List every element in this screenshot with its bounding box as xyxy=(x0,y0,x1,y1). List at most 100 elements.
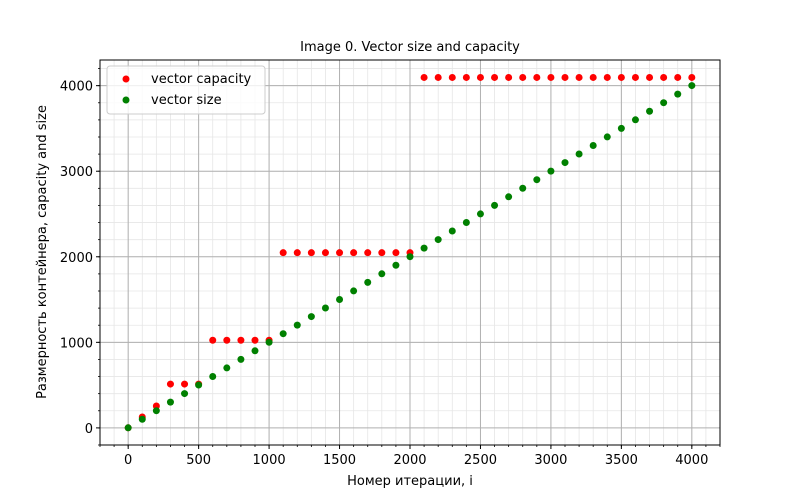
vector-size-point xyxy=(336,295,344,303)
vector-capacity-point xyxy=(519,73,527,81)
vector-capacity-point xyxy=(617,73,625,81)
x-tick-label: 0 xyxy=(124,453,132,468)
vector-size-point xyxy=(519,184,527,192)
vector-size-point xyxy=(434,236,442,244)
legend-marker-capacity xyxy=(122,75,130,83)
vector-size-point xyxy=(688,82,696,90)
vector-capacity-point xyxy=(688,73,696,81)
vector-size-point xyxy=(138,415,146,423)
vector-size-point xyxy=(448,227,456,235)
vector-size-point xyxy=(646,107,654,115)
vector-size-point xyxy=(251,347,259,355)
x-tick-label: 3500 xyxy=(605,453,638,468)
vector-capacity-point xyxy=(378,249,386,257)
vector-size-point xyxy=(617,124,625,132)
legend-marker-size xyxy=(122,96,130,104)
vector-capacity-point xyxy=(660,73,668,81)
vector-size-point xyxy=(364,278,372,286)
vector-size-point xyxy=(265,338,273,346)
vector-size-point xyxy=(237,355,245,363)
vector-size-point xyxy=(209,372,217,380)
vector-size-point xyxy=(476,210,484,218)
x-tick-label: 1000 xyxy=(253,453,286,468)
chart-title: Image 0. Vector size and capacity xyxy=(300,40,520,55)
data-points xyxy=(124,73,696,432)
vector-capacity-point xyxy=(631,73,639,81)
vector-capacity-point xyxy=(476,73,484,81)
vector-capacity-point xyxy=(674,73,682,81)
x-tick-label: 3000 xyxy=(534,453,567,468)
vector-size-point xyxy=(350,287,358,295)
vector-size-point xyxy=(603,133,611,141)
vector-size-point xyxy=(505,193,513,201)
x-tick-label: 500 xyxy=(186,453,211,468)
vector-capacity-point xyxy=(603,73,611,81)
vector-size-point xyxy=(195,381,203,389)
vector-size-point xyxy=(124,424,132,432)
vector-size-point xyxy=(181,390,189,398)
x-axis-title: Номер итерации, i xyxy=(347,474,473,489)
y-tick-label: 3000 xyxy=(60,165,93,180)
vector-capacity-point xyxy=(279,249,287,257)
vector-capacity-point xyxy=(223,336,231,344)
vector-size-point xyxy=(674,90,682,98)
vector-capacity-point xyxy=(448,73,456,81)
vector-size-point xyxy=(392,261,400,269)
vector-capacity-point xyxy=(364,249,372,257)
vector-capacity-point xyxy=(350,249,358,257)
vector-size-point xyxy=(321,304,329,312)
y-tick-label: 4000 xyxy=(60,80,93,95)
y-tick-label: 2000 xyxy=(60,251,93,266)
legend-box xyxy=(106,65,266,115)
vector-capacity-point xyxy=(462,73,470,81)
x-tick-label: 4000 xyxy=(675,453,708,468)
vector-capacity-point xyxy=(209,336,217,344)
vector-capacity-point xyxy=(434,73,442,81)
vector-size-point xyxy=(462,218,470,226)
y-tick-label: 1000 xyxy=(60,336,93,351)
vector-capacity-point xyxy=(420,73,428,81)
vector-capacity-point xyxy=(575,73,583,81)
y-tick-label: 0 xyxy=(85,422,93,437)
vector-capacity-point xyxy=(237,336,245,344)
vector-capacity-point xyxy=(589,73,597,81)
x-tick-label: 2500 xyxy=(464,453,497,468)
vector-capacity-point xyxy=(561,73,569,81)
x-axis-ticks: 0 500 1000 1500 2000 2500 3000 3500 4000 xyxy=(99,445,721,468)
vector-capacity-point xyxy=(166,380,174,388)
vector-size-point xyxy=(166,398,174,406)
vector-capacity-point xyxy=(533,73,541,81)
vector-capacity-point xyxy=(505,73,513,81)
vector-size-point xyxy=(307,313,315,321)
vector-size-point xyxy=(223,364,231,372)
vector-size-point xyxy=(589,141,597,149)
vector-size-point xyxy=(561,159,569,167)
vector-capacity-point xyxy=(321,249,329,257)
vector-size-point xyxy=(547,167,555,175)
vector-size-point xyxy=(279,330,287,338)
vector-capacity-point xyxy=(646,73,654,81)
vector-capacity-point xyxy=(293,249,301,257)
y-axis-title: Размерность контейнера, capacity and siz… xyxy=(35,105,50,399)
vector-size-point xyxy=(378,270,386,278)
vector-capacity-point xyxy=(251,336,259,344)
legend-label-size: vector size xyxy=(151,93,222,108)
vector-size-point xyxy=(575,150,583,158)
vector-capacity-point xyxy=(181,380,189,388)
vector-capacity-point xyxy=(307,249,315,257)
vector-size-point xyxy=(631,116,639,124)
vector-size-point xyxy=(420,244,428,252)
legend: vector capacity vector size xyxy=(106,65,266,115)
vector-capacity-point xyxy=(392,249,400,257)
vector-size-point xyxy=(293,321,301,329)
vector-size-point xyxy=(660,99,668,107)
vector-capacity-point xyxy=(491,73,499,81)
x-tick-label: 2000 xyxy=(393,453,426,468)
vector-size-point xyxy=(491,201,499,209)
y-axis-ticks: 0 1000 2000 3000 4000 xyxy=(60,68,100,446)
vector-size-point xyxy=(533,176,541,184)
vector-size-point xyxy=(152,407,160,415)
vector-size-point xyxy=(406,253,414,261)
